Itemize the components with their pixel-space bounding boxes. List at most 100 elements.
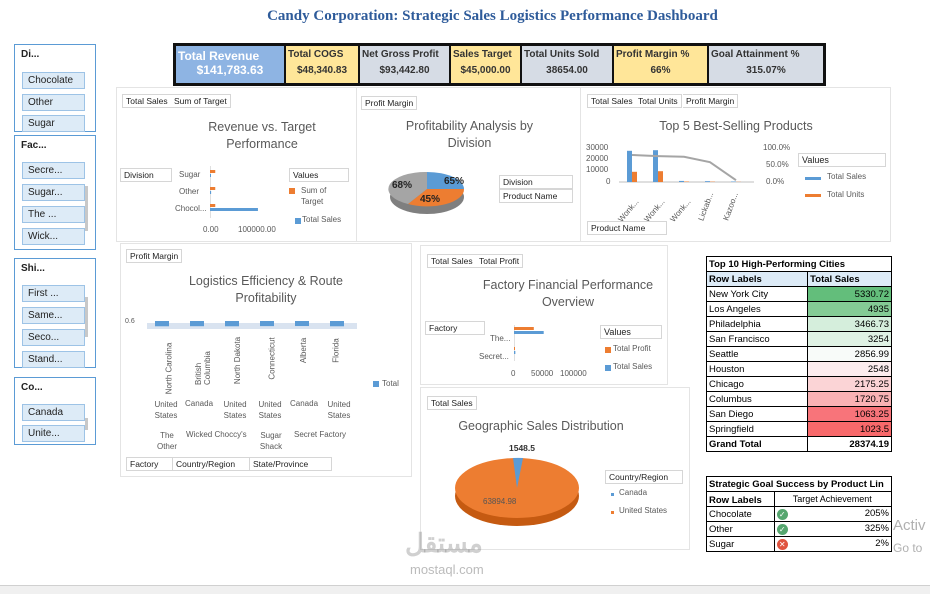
x-tick: Wonk...	[668, 197, 692, 223]
chart-title-line: Factory Financial Performance	[473, 277, 663, 294]
kpi-label: Total Units Sold	[522, 46, 612, 60]
field-button-total-profit[interactable]: Total Profit	[476, 254, 523, 268]
field-button-sum-of-target[interactable]: Sum of Target	[171, 94, 231, 108]
bar-total	[260, 321, 274, 326]
field-button-total-sales[interactable]: Total Sales	[122, 94, 172, 108]
bar-total	[190, 321, 204, 326]
legend-swatch	[805, 194, 821, 197]
y-tick: 0	[606, 177, 610, 186]
bar-target	[210, 187, 215, 190]
grand-total-label: Grand Total	[707, 437, 808, 452]
slicer-item[interactable]: First ...	[22, 285, 85, 302]
top5-products-chart[interactable]: Total Sales Total Units Profit Margin To…	[580, 87, 891, 242]
slicer-item[interactable]: Secre...	[22, 162, 85, 179]
kpi-net-gross-profit: Net Gross Profit $93,442.80	[360, 46, 451, 83]
profitability-pie-chart[interactable]: Profit Margin Profitability Analysis by …	[356, 87, 582, 242]
pie-3d: 65% 45% 68%	[382, 164, 472, 224]
city-sales: 1063.25	[808, 407, 892, 422]
revenue-vs-target-chart[interactable]: Total Sales Sum of Target Revenue vs. Ta…	[116, 87, 358, 242]
x-tick: North Carolina	[164, 343, 173, 395]
factory-label: Sugar Shack	[257, 430, 285, 452]
kpi-label: Net Gross Profit	[360, 46, 449, 60]
bar-total-sales	[514, 331, 544, 334]
axis-field-factory[interactable]: Factory	[425, 321, 485, 335]
column-header[interactable]: Row Labels	[707, 272, 808, 287]
bar-total-units	[632, 172, 637, 182]
chart-title: Geographic Sales Distribution	[451, 418, 631, 435]
pie-label: 65%	[444, 176, 464, 187]
slicer-header: Shi...	[15, 259, 95, 277]
axis-field-product-name[interactable]: Product Name	[587, 221, 667, 235]
filter-button-product-name[interactable]: Product Name	[499, 189, 573, 203]
filter-button-state[interactable]: State/Province	[249, 457, 332, 471]
chart-title-line: Profitability	[171, 290, 361, 307]
factory-financial-chart[interactable]: Total Sales Total Profit Factory Financi…	[420, 245, 668, 385]
city-sales: 2548	[808, 362, 892, 377]
chart-title: Profitability Analysis by Division	[377, 118, 562, 152]
slicer-item[interactable]: Wick...	[22, 228, 85, 245]
geographic-sales-chart[interactable]: Total Sales Geographic Sales Distributio…	[420, 387, 690, 550]
filter-button-factory[interactable]: Factory	[126, 457, 173, 471]
geo-pie-3d: 1548.5 63894.98	[447, 438, 587, 533]
legend-canada: Canada	[619, 488, 647, 497]
slicer-scrollbar[interactable]	[85, 418, 88, 430]
x-tick: North Dakota	[233, 337, 242, 384]
column-header[interactable]: Target Achievement	[774, 492, 891, 507]
field-button-total-units[interactable]: Total Units	[635, 94, 682, 108]
field-button-profit-margin[interactable]: Profit Margin	[126, 249, 182, 263]
axis-field-division[interactable]: Division	[120, 168, 172, 182]
top-cities-table: Top 10 High-Performing Cities Row Labels…	[706, 256, 892, 452]
check-circle-icon: ✓	[777, 509, 788, 520]
slicer-item[interactable]: Chocolate	[22, 72, 85, 89]
kpi-value: $93,442.80	[360, 60, 449, 76]
slicer-item[interactable]: Stand...	[22, 351, 85, 368]
country-label: Canada	[185, 399, 213, 408]
category-label: Chocol...	[175, 204, 207, 213]
city-sales: 3254	[808, 332, 892, 347]
factory-bars	[514, 325, 604, 361]
slicer-header: Fac...	[15, 136, 95, 154]
city-sales: 1023.5	[808, 422, 892, 437]
filter-button-division[interactable]: Division	[499, 175, 573, 189]
city-sales: 5330.72	[808, 287, 892, 302]
y2-tick: 100.0%	[763, 143, 790, 152]
field-button-profit-margin[interactable]: Profit Margin	[361, 96, 417, 110]
kpi-label: Total COGS	[286, 46, 358, 60]
legend-title: Values	[798, 153, 886, 167]
kpi-value: $45,000.00	[451, 60, 520, 76]
bar-total	[330, 321, 344, 326]
slicer-scrollbar[interactable]	[85, 186, 88, 231]
logistics-efficiency-chart[interactable]: Profit Margin Logistics Efficiency & Rou…	[120, 243, 412, 477]
slicer-item[interactable]: The ...	[22, 206, 85, 223]
slicer-item[interactable]: Unite...	[22, 425, 85, 442]
chart-title: Factory Financial Performance Overview	[473, 277, 663, 311]
revenue-bars	[210, 166, 280, 218]
legend-total-units: Total Units	[827, 190, 864, 199]
slicer-item[interactable]: Other	[22, 94, 85, 111]
slicer-item[interactable]: Seco...	[22, 329, 85, 346]
slicer-division[interactable]: Di... Chocolate Other Sugar	[14, 44, 96, 132]
slicer-item[interactable]: Sugar...	[22, 184, 85, 201]
y-tick: 20000	[586, 154, 608, 163]
bar-sales	[210, 208, 258, 211]
legend-swatch	[373, 381, 379, 387]
slicer-item[interactable]: Canada	[22, 404, 85, 421]
column-header[interactable]: Total Sales	[808, 272, 892, 287]
pie-data-label: 1548.5	[509, 443, 535, 453]
row-label: Chocolate	[707, 507, 775, 522]
slicer-country[interactable]: Co... Canada Unite...	[14, 377, 96, 445]
field-button-profit-margin[interactable]: Profit Margin	[683, 94, 738, 108]
slicer-factory[interactable]: Fac... Secre... Sugar... The ... Wick...	[14, 135, 96, 250]
field-button-total-sales[interactable]: Total Sales	[587, 94, 637, 108]
slicer-item[interactable]: Same...	[22, 307, 85, 324]
slicer-item[interactable]: Sugar	[22, 115, 85, 132]
column-header[interactable]: Row Labels	[707, 492, 775, 507]
kpi-total-units-sold: Total Units Sold 38654.00	[522, 46, 614, 83]
slicer-ship-mode[interactable]: Shi... First ... Same... Seco... Stand..…	[14, 258, 96, 368]
bar-sales	[210, 191, 211, 194]
field-button-total-sales[interactable]: Total Sales	[427, 254, 477, 268]
filter-button-country[interactable]: Country/Region	[172, 457, 250, 471]
slicer-scrollbar[interactable]	[85, 297, 88, 337]
field-button-total-sales[interactable]: Total Sales	[427, 396, 477, 410]
